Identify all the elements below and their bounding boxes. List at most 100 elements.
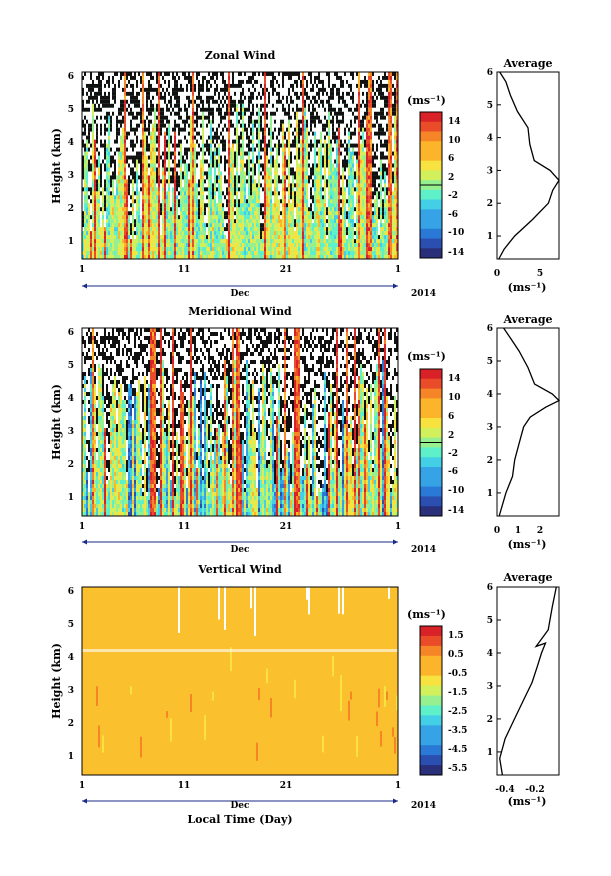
- sparse-data-mark: [128, 111, 130, 116]
- heatmap-cell: [238, 255, 240, 259]
- heatmap-cell: [218, 159, 220, 164]
- data-gap: [262, 95, 264, 100]
- data-gap: [140, 195, 142, 200]
- heatmap-cell: [104, 235, 106, 240]
- data-gap: [212, 87, 214, 92]
- data-gap: [292, 91, 294, 96]
- sparse-data-mark: [104, 151, 106, 156]
- data-gap: [184, 115, 186, 120]
- heatmap-cell: [156, 199, 158, 204]
- data-gap: [226, 163, 228, 168]
- data-gap: [272, 151, 274, 156]
- heatmap-cell: [278, 231, 280, 236]
- data-gap: [280, 191, 282, 196]
- sparse-data-mark: [100, 207, 102, 212]
- heatmap-cell: [234, 231, 236, 236]
- sparse-data-mark: [166, 179, 168, 184]
- heatmap-cell: [258, 107, 260, 112]
- heatmap-cell: [232, 207, 234, 212]
- heatmap-cell: [228, 227, 230, 232]
- data-gap: [90, 131, 92, 136]
- heatmap-cell: [142, 195, 144, 200]
- sparse-data-mark: [82, 163, 84, 168]
- heatmap-cell: [108, 251, 110, 256]
- heatmap-cell: [248, 227, 250, 232]
- data-gap: [166, 183, 168, 188]
- heatmap-cell: [112, 255, 114, 259]
- heatmap-cell: [210, 223, 212, 228]
- heatmap-cell: [180, 247, 182, 252]
- heatmap-cell: [262, 231, 264, 236]
- data-gap: [200, 103, 202, 108]
- data-gap: [260, 199, 262, 204]
- heatmap-cell: [124, 195, 126, 200]
- heatmap-cell: [112, 231, 114, 236]
- sparse-data-mark: [176, 179, 178, 184]
- data-gap: [216, 155, 218, 160]
- data-gap: [130, 191, 132, 196]
- heatmap-cell: [114, 247, 116, 252]
- heatmap-cell: [192, 147, 194, 152]
- heatmap-cell: [228, 219, 230, 224]
- sparse-data-mark: [88, 131, 90, 136]
- sparse-data-mark: [110, 103, 112, 108]
- heatmap-cell: [138, 239, 140, 244]
- heatmap-cell: [288, 251, 290, 256]
- sparse-data-mark: [204, 75, 206, 80]
- data-gap: [170, 191, 172, 196]
- data-gap: [144, 95, 146, 100]
- heatmap-cell: [82, 235, 84, 240]
- heatmap-cell: [288, 179, 290, 184]
- data-gap: [260, 151, 262, 156]
- heatmap-cell: [258, 223, 260, 228]
- heatmap-cell: [142, 175, 144, 180]
- sparse-data-mark: [148, 111, 150, 116]
- heatmap-cell: [242, 175, 244, 180]
- data-gap: [200, 79, 202, 84]
- sparse-data-mark: [294, 72, 296, 76]
- heatmap-cell: [154, 203, 156, 208]
- sparse-data-mark: [176, 87, 178, 92]
- data-gap: [170, 72, 172, 76]
- heatmap-cell: [238, 235, 240, 240]
- heatmap-cell: [182, 227, 184, 232]
- sparse-data-mark: [256, 127, 258, 132]
- heatmap-cell: [284, 171, 286, 176]
- data-gap: [110, 143, 112, 148]
- heatmap-cell: [268, 243, 270, 248]
- sparse-data-mark: [286, 159, 288, 164]
- heatmap-cell: [236, 163, 238, 168]
- heatmap-cell: [98, 251, 100, 256]
- sparse-data-mark: [260, 123, 262, 128]
- data-gap: [222, 195, 224, 200]
- heatmap-cell: [228, 91, 230, 96]
- data-gap: [144, 107, 146, 112]
- data-gap: [206, 215, 208, 220]
- data-gap: [288, 95, 290, 100]
- heatmap-cell: [154, 175, 156, 180]
- heatmap-cell: [236, 215, 238, 220]
- data-gap: [262, 207, 264, 212]
- data-gap: [130, 151, 132, 156]
- data-gap: [160, 227, 162, 232]
- data-gap: [202, 95, 204, 100]
- data-gap: [286, 103, 288, 108]
- heatmap-cell: [140, 247, 142, 252]
- sparse-data-mark: [182, 171, 184, 176]
- heatmap-cell: [180, 167, 182, 172]
- heatmap-cell: [84, 175, 86, 180]
- heatmap-cell: [88, 251, 90, 256]
- sparse-data-mark: [118, 119, 120, 124]
- heatmap-cell: [284, 219, 286, 224]
- sparse-data-mark: [150, 111, 152, 116]
- sparse-data-mark: [200, 107, 202, 112]
- sparse-data-mark: [150, 72, 152, 76]
- data-gap: [290, 179, 292, 184]
- data-gap: [220, 95, 222, 100]
- sparse-data-mark: [292, 83, 294, 88]
- heatmap-cell: [238, 207, 240, 212]
- heatmap-cell: [228, 131, 230, 136]
- sparse-data-mark: [134, 159, 136, 164]
- data-gap: [116, 155, 118, 160]
- heatmap-cell: [92, 187, 94, 192]
